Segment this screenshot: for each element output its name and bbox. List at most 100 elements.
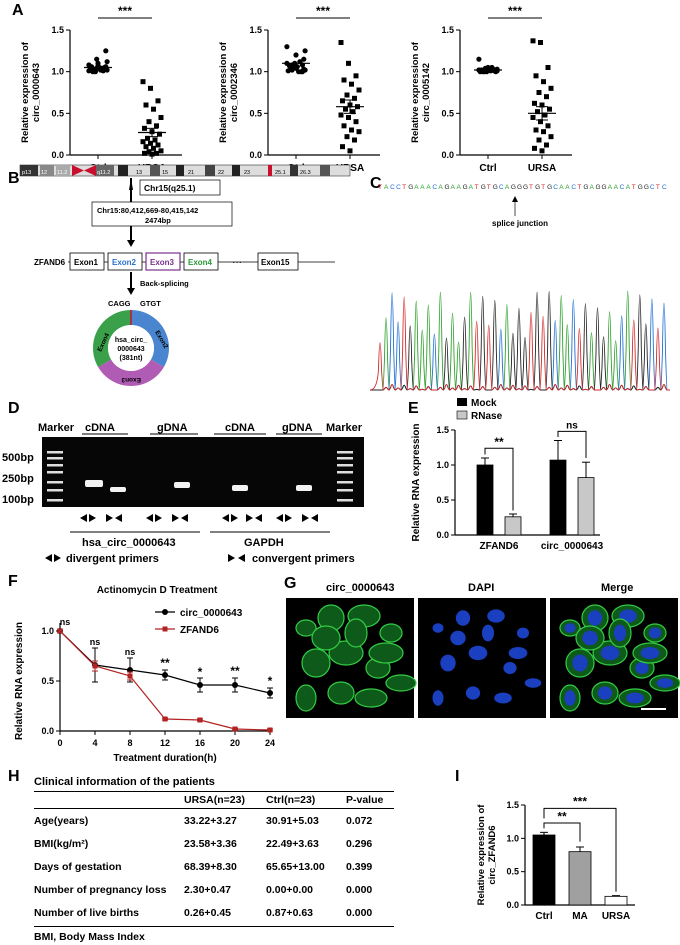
- ursa-point: [539, 102, 545, 108]
- cell-ctrl: 65.65+13.00: [266, 860, 325, 873]
- base-letter: A: [626, 184, 631, 191]
- cell-ursa: 33.22+3.27: [184, 814, 237, 827]
- y-tick-label: 1.0: [51, 67, 64, 77]
- sig-label: **: [230, 664, 240, 678]
- clinical-table-body: Age(years) 33.22+3.27 30.91+5.03 0.072 BMI(…: [34, 809, 394, 924]
- base-letter: G: [535, 184, 540, 191]
- ursa-point: [538, 119, 543, 125]
- cell-p: 0.000: [346, 883, 373, 896]
- bar-rnase: [577, 477, 595, 536]
- panel-f-chart: Actinomycin D Treatment 0.0 0.5 1.0 0 4 8 12 16 2…: [14, 585, 275, 764]
- merged-nucleus: [600, 645, 620, 661]
- ursa-point: [338, 40, 344, 45]
- ursa-point: [347, 148, 353, 154]
- cell-nucleus: [432, 623, 444, 633]
- base-letter: C: [571, 184, 576, 191]
- sig-label: **: [557, 809, 567, 823]
- y-tick-label: 0.5: [506, 867, 519, 877]
- y-axis-label-line1: Relative expression of: [476, 804, 487, 906]
- gel-band: [232, 485, 248, 491]
- table-footnote: BMI, Body Mass Index: [34, 931, 145, 943]
- sig-bracket: [557, 430, 587, 458]
- cell-nucleus: [524, 678, 542, 688]
- legend-convergent-icon: [228, 554, 245, 562]
- ursa-point: [538, 40, 543, 45]
- sig-label: ***: [118, 4, 132, 18]
- base-letter: A: [565, 184, 570, 191]
- ursa-point: [155, 98, 161, 104]
- band-15: 15: [162, 170, 168, 176]
- ursa-point: [544, 94, 549, 100]
- x-tick-label: Ctrl: [535, 911, 552, 922]
- marker-band: [47, 457, 63, 460]
- ctrl-point: [91, 67, 97, 73]
- base-letter: G: [596, 184, 601, 191]
- sig-label: *: [268, 674, 273, 688]
- gdna-label-1: gDNA: [157, 422, 188, 434]
- cell-cytoplasm: [379, 623, 403, 643]
- ursa-point: [140, 139, 146, 145]
- base-letter: C: [432, 184, 437, 191]
- ursa-point: [533, 127, 539, 133]
- y-axis-label-line1: Relative expression of: [218, 41, 229, 143]
- row-label: BMI(kg/m²): [34, 837, 89, 850]
- merged-nucleus: [587, 610, 603, 626]
- y-tick-label: 1.5: [506, 800, 519, 810]
- ctrl-point: [491, 68, 498, 74]
- y-tick-label: 0.0: [51, 150, 64, 160]
- legend-zfand6: ZFAND6: [180, 625, 219, 636]
- base-letter: A: [559, 184, 564, 191]
- ursa-point: [541, 79, 546, 85]
- y-tick-label: 0.5: [51, 108, 64, 118]
- ursa-point: [536, 137, 542, 143]
- base-letter: G: [493, 184, 498, 191]
- base-letter: C: [499, 184, 504, 191]
- ursa-point: [356, 129, 362, 135]
- ursa-point: [158, 115, 164, 120]
- ctrl-point: [302, 48, 308, 54]
- x-tick-label: 0: [57, 738, 62, 748]
- ursa-point: [340, 144, 345, 150]
- channel-label-dapi: DAPI: [468, 582, 495, 594]
- divergent-arrow-icon: [155, 514, 162, 522]
- legend-divergent: divergent primers: [66, 553, 159, 565]
- gel-band: [85, 480, 103, 487]
- ursa-point: [155, 142, 161, 148]
- merged-nucleus: [597, 686, 613, 700]
- y-axis-label-line1: Relative expression of: [410, 41, 421, 143]
- cell-ctrl: 0.00+0.00: [266, 883, 314, 896]
- sig-bracket: [543, 822, 581, 842]
- panel-label-e: E: [408, 400, 419, 417]
- header-empty: [34, 792, 184, 808]
- microscopy-images: [286, 598, 680, 718]
- marker-band: [47, 464, 63, 467]
- panel-label-c: C: [370, 175, 382, 192]
- data-point: [197, 717, 203, 723]
- exon2-box: [107, 252, 143, 271]
- y-tick-label: 0.5: [41, 676, 54, 686]
- x-tick-label: 8: [127, 738, 132, 748]
- base-letter: T: [378, 184, 382, 191]
- ursa-point: [530, 115, 536, 120]
- y-tick-label: 0.0: [249, 150, 262, 160]
- base-letter: G: [463, 184, 468, 191]
- merged-nucleus: [626, 692, 644, 704]
- ursa-point: [142, 125, 147, 131]
- panel-label-d: D: [8, 400, 20, 417]
- row-label: Age(years): [34, 814, 89, 827]
- ctrl-point: [94, 56, 100, 62]
- marker-band: [47, 481, 63, 484]
- sig-label: **: [494, 435, 504, 449]
- bar-mock: [549, 459, 567, 536]
- base-letter: G: [602, 184, 607, 191]
- cell-nucleus: [465, 686, 481, 700]
- junction-right: GTGT: [140, 299, 161, 308]
- data-point: [92, 663, 98, 669]
- base-letter: C: [650, 184, 655, 191]
- sig-label: ns: [90, 637, 101, 647]
- base-letter: T: [475, 184, 479, 191]
- ursa-point: [151, 106, 156, 112]
- x-tick-label: URSA: [602, 911, 630, 922]
- coords-box: [91, 201, 233, 227]
- ursa-point: [346, 115, 351, 120]
